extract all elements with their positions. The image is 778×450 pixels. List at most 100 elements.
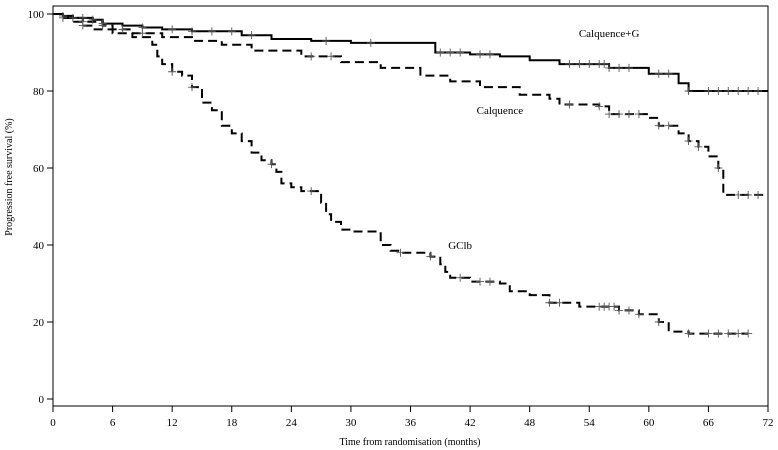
censor-mark — [168, 25, 177, 34]
censor-mark — [188, 83, 197, 92]
censor-mark — [605, 110, 614, 119]
x-tick-label: 54 — [584, 417, 596, 429]
x-axis-ticks: 0 6 12 18 24 30 36 42 48 54 60 66 72 — [50, 406, 774, 429]
censor-mark — [714, 87, 723, 95]
censor-mark — [754, 190, 763, 199]
x-tick-label: 18 — [226, 417, 238, 429]
censor-mark — [168, 67, 177, 76]
censor-mark — [68, 13, 77, 22]
censor-mark — [545, 298, 554, 307]
censor-mark — [322, 36, 331, 45]
censor-mark — [624, 110, 633, 119]
x-tick-label: 24 — [286, 417, 298, 429]
censor-mark — [654, 318, 663, 326]
censor-mark — [307, 187, 316, 196]
censor-mark — [307, 52, 316, 61]
x-tick-label: 6 — [110, 417, 116, 429]
y-tick-label: 80 — [33, 86, 45, 98]
censor-mark — [555, 298, 564, 307]
censor-mark — [476, 277, 485, 286]
series-annotations: Calquence+G Calquence GClb — [448, 28, 639, 252]
censor-mark — [138, 29, 147, 38]
y-axis-label: Progression free survival (%) — [4, 118, 15, 235]
censor-mark — [575, 60, 584, 69]
censor-mark — [600, 60, 609, 69]
censor-mark — [565, 60, 574, 69]
censor-mark — [704, 329, 713, 338]
censor-mark — [118, 25, 127, 34]
censor-mark — [615, 110, 624, 119]
censor-mark — [446, 48, 455, 57]
series-layer — [53, 13, 768, 335]
censor-mark — [654, 121, 663, 130]
censor-mark — [734, 190, 743, 199]
x-tick-label: 48 — [524, 417, 536, 429]
censor-mark — [456, 273, 465, 282]
censor-mark — [704, 87, 713, 95]
y-axis-ticks: 0 20 40 60 80 100 — [28, 9, 53, 406]
censor-mark — [714, 164, 723, 172]
x-tick-label: 60 — [643, 417, 655, 429]
y-tick-label: 100 — [28, 9, 45, 21]
censor-mark — [267, 160, 276, 169]
censor-mark — [724, 329, 733, 338]
censor-mark — [664, 69, 673, 78]
x-tick-label: 0 — [50, 417, 56, 429]
censor-mark — [684, 329, 693, 338]
censor-mark — [595, 102, 604, 111]
y-tick-label: 20 — [33, 317, 45, 329]
series-annotation: Calquence — [477, 105, 524, 117]
censor-mark — [98, 21, 107, 30]
y-tick-label: 40 — [33, 240, 45, 252]
censor-mark — [247, 31, 256, 40]
censor-mark — [724, 87, 733, 95]
censor-mark — [684, 137, 693, 146]
censor-mark — [734, 87, 743, 95]
censor-mark — [227, 27, 236, 36]
x-axis-label: Time from randomisation (months) — [339, 437, 480, 448]
censor-mark — [714, 329, 723, 338]
series-line-0 — [53, 13, 768, 92]
censor-mark — [188, 27, 197, 36]
censor-mark — [396, 248, 405, 257]
x-tick-label: 12 — [167, 417, 178, 429]
censor-mark — [654, 69, 663, 78]
x-tick-label: 42 — [465, 417, 476, 429]
censor-mark — [744, 190, 753, 199]
censor-mark — [605, 63, 614, 72]
series-annotation: Calquence+G — [579, 28, 640, 40]
censor-mark — [476, 50, 485, 59]
censor-mark — [664, 121, 673, 130]
censor-mark — [88, 15, 97, 24]
censor-marks — [58, 11, 763, 338]
x-tick-label: 36 — [405, 417, 417, 429]
censor-mark — [436, 48, 445, 57]
censor-mark — [585, 60, 594, 69]
censor-mark — [58, 13, 67, 22]
censor-mark — [610, 302, 619, 311]
censor-mark — [634, 310, 643, 319]
censor-mark — [615, 306, 624, 315]
censor-mark — [565, 100, 574, 109]
censor-mark — [634, 110, 643, 119]
censor-mark — [694, 142, 703, 151]
censor-mark — [485, 277, 494, 286]
series-line-2 — [53, 13, 749, 335]
censor-mark — [426, 252, 435, 261]
x-tick-label: 66 — [703, 417, 715, 429]
censor-mark — [615, 63, 624, 72]
plot-frame — [52, 5, 769, 407]
censor-mark — [207, 27, 216, 36]
y-tick-label: 60 — [33, 163, 45, 175]
censor-mark — [456, 48, 465, 57]
censor-mark — [744, 87, 753, 95]
censor-mark — [734, 329, 743, 338]
censor-mark — [754, 87, 763, 95]
censor-mark — [327, 52, 336, 61]
censor-mark — [624, 306, 633, 315]
series-annotation: GClb — [448, 240, 472, 252]
censor-mark — [684, 87, 693, 95]
censor-mark — [78, 21, 87, 30]
x-tick-label: 30 — [345, 417, 357, 429]
